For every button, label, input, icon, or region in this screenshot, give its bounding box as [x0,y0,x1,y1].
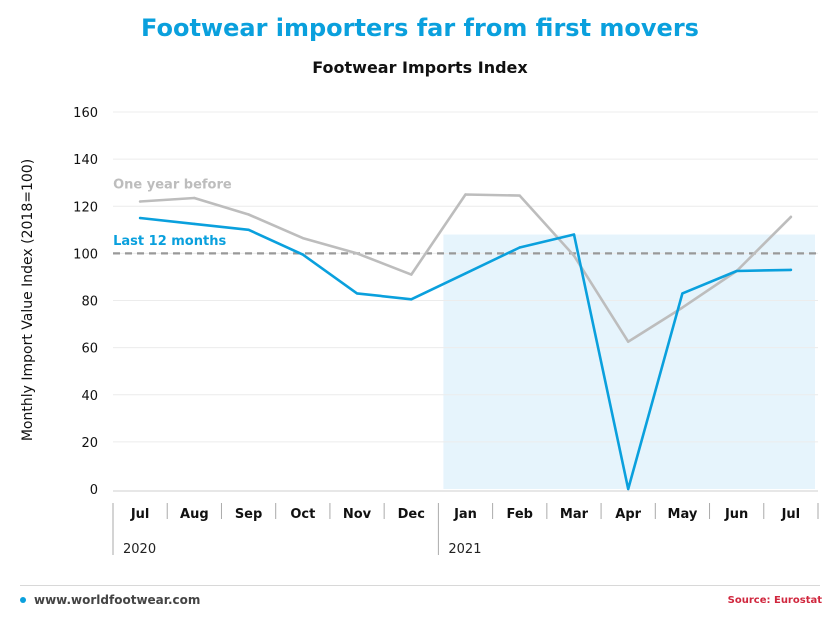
x-tick-label: Dec [398,507,425,522]
data-point [247,213,250,216]
y-tick-label: 100 [73,247,98,262]
data-point [681,306,684,309]
year-group-label: 2020 [123,542,156,557]
y-tick-label: 160 [73,106,98,121]
x-tick-label: May [668,507,698,522]
data-point [626,487,630,491]
y-tick-label: 120 [73,200,98,215]
data-point [464,193,467,196]
series-label-last-12-months: Last 12 months [113,234,226,249]
y-tick-label: 20 [81,436,98,451]
chart-title: Footwear importers far from first movers [141,14,699,42]
chart-subtitle: Footwear Imports Index [312,58,528,77]
data-point [138,200,142,203]
x-tick-label: Sep [235,507,263,522]
data-point [410,298,413,301]
website-link[interactable]: www.worldfootwear.com [34,593,201,607]
series-label-one-year-before: One year before [113,178,232,193]
y-tick-label: 0 [90,483,98,498]
data-point [301,253,305,256]
data-point [410,273,413,276]
year-group-label: 2021 [448,542,481,557]
x-tick-label: Aug [180,507,209,522]
data-point [464,272,467,275]
bullet-dot-icon [20,597,26,603]
data-point [572,233,576,236]
y-tick-label: 40 [81,389,98,404]
data-point [355,252,359,255]
x-tick-label: Feb [506,507,532,522]
x-tick-label: Nov [343,507,372,522]
highlight-region [443,234,815,489]
data-point [681,292,684,295]
data-point [355,292,359,295]
x-tick-label: Jul [130,507,150,522]
data-point [572,254,576,257]
data-point [735,269,738,273]
y-tick-label: 140 [73,153,98,168]
footer-website[interactable]: www.worldfootwear.com [20,593,200,607]
data-point [193,222,196,226]
line-chart: 0 20 40 60 80 100 120 140 160 One year before Last… [73,106,819,557]
source-note: Source: Eurostat [727,595,822,606]
x-tick-label: Apr [615,507,641,522]
x-tick-label: Jul [781,507,801,522]
data-point [626,340,630,343]
x-tick-label: Oct [290,507,315,522]
data-point [301,236,305,240]
data-point [138,216,142,220]
data-point [247,228,250,232]
y-tick-label: 80 [81,295,98,310]
data-point [518,194,521,197]
x-tick-label: Mar [560,507,589,522]
data-point [789,215,793,219]
data-point [789,268,793,272]
y-tick-label: 60 [81,342,98,357]
data-point [193,196,196,200]
x-tick-label: Jun [724,507,748,522]
footer-divider [20,585,820,586]
data-point [518,246,521,249]
x-tick-label: Jan [453,507,477,522]
